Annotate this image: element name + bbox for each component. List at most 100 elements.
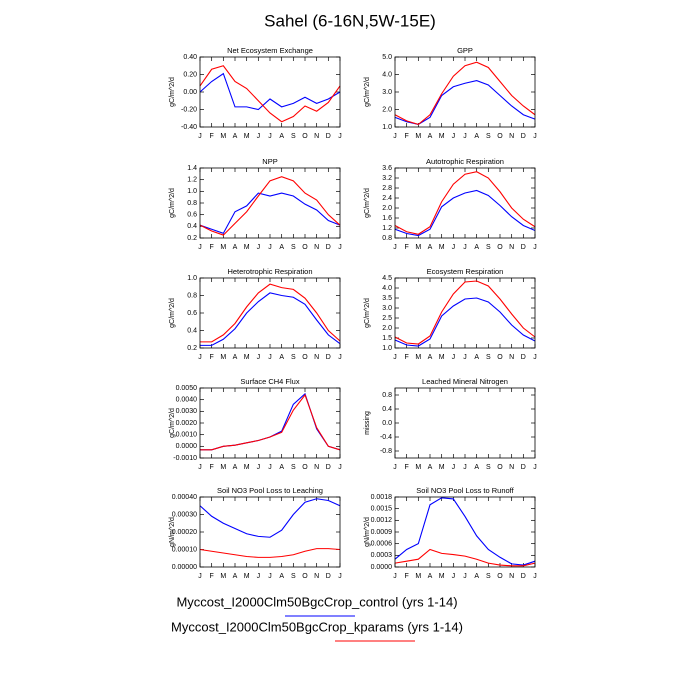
y-tick-label: 1.6 — [382, 215, 392, 222]
x-tick-label: M — [439, 464, 445, 471]
x-tick-label: D — [326, 354, 331, 361]
y-tick-label: 1.5 — [382, 335, 392, 342]
x-tick-label: S — [291, 133, 296, 140]
y-tick-label: 0.00010 — [172, 546, 197, 553]
x-tick-label: J — [257, 244, 261, 251]
x-tick-label: D — [326, 244, 331, 251]
plot-frame — [394, 387, 536, 459]
y-tick-label: 1.0 — [187, 275, 197, 282]
y-tick-label: 3.0 — [382, 89, 392, 96]
x-tick-label: J — [533, 244, 537, 251]
x-tick-label: N — [314, 573, 319, 580]
plot-frame — [394, 496, 536, 568]
x-tick-label: J — [463, 354, 467, 361]
x-tick-label: M — [439, 354, 445, 361]
x-tick-label: J — [198, 464, 202, 471]
series-line — [200, 292, 341, 346]
x-tick-label: J — [452, 354, 456, 361]
y-tick-label: 1.4 — [187, 165, 197, 172]
x-tick-label: A — [279, 244, 284, 251]
y-axis-label: gC/m^2/d — [169, 188, 176, 218]
y-tick-label: -0.4 — [380, 434, 392, 441]
y-tick-label: 0.8 — [187, 292, 197, 299]
y-tick-label: 0.0050 — [176, 385, 198, 392]
x-tick-label: A — [428, 133, 433, 140]
y-tick-label: 1.0 — [187, 188, 197, 195]
x-tick-label: N — [314, 354, 319, 361]
x-tick-label: F — [210, 464, 214, 471]
x-tick-label: A — [233, 464, 238, 471]
y-axis-label: gN/m^2/d — [169, 517, 176, 547]
x-tick-label: J — [257, 464, 261, 471]
x-tick-label: N — [314, 133, 319, 140]
x-tick-label: J — [257, 573, 261, 580]
y-tick-label: -0.0010 — [173, 455, 197, 462]
x-tick-label: M — [415, 464, 421, 471]
y-tick-label: 0.0006 — [371, 541, 393, 548]
y-tick-label: 0.0000 — [371, 564, 393, 571]
x-tick-label: J — [452, 133, 456, 140]
panel-title: GPP — [457, 46, 473, 55]
legend-label: Myccost_I2000Clm50BgcCrop_control (yrs 1… — [176, 594, 457, 609]
x-tick-label: M — [244, 464, 250, 471]
x-tick-label: O — [497, 244, 503, 251]
x-tick-label: J — [268, 354, 272, 361]
x-tick-label: J — [393, 354, 397, 361]
y-tick-label: 2.0 — [382, 106, 392, 113]
x-tick-label: D — [521, 573, 526, 580]
y-tick-label: 1.2 — [187, 177, 197, 184]
series-line — [200, 393, 341, 451]
x-tick-label: N — [314, 244, 319, 251]
y-tick-label: 0.4 — [382, 406, 392, 413]
y-axis-label: gC/m^2/d — [169, 298, 176, 328]
x-tick-label: J — [338, 133, 342, 140]
x-tick-label: A — [474, 464, 479, 471]
x-tick-label: M — [220, 244, 226, 251]
y-tick-label: 4.5 — [382, 275, 392, 282]
y-tick-label: 0.0018 — [371, 494, 393, 501]
x-tick-label: J — [257, 354, 261, 361]
y-tick-label: 0.0000 — [176, 443, 198, 450]
x-tick-label: J — [463, 573, 467, 580]
y-tick-label: 0.0010 — [176, 432, 198, 439]
x-tick-label: S — [486, 573, 491, 580]
x-tick-label: M — [220, 354, 226, 361]
x-tick-label: D — [326, 133, 331, 140]
x-tick-label: J — [338, 573, 342, 580]
series-line — [199, 192, 341, 235]
plot-frame — [199, 496, 341, 568]
y-tick-label: 0.00 — [183, 89, 197, 96]
x-tick-label: J — [198, 133, 202, 140]
y-tick-label: 1.0 — [382, 345, 392, 352]
panel-title: Surface CH4 Flux — [240, 377, 299, 386]
x-tick-label: A — [279, 573, 284, 580]
plot-frame — [394, 277, 536, 349]
x-tick-label: A — [474, 133, 479, 140]
y-tick-label: 4.0 — [382, 71, 392, 78]
x-tick-label: M — [220, 573, 226, 580]
x-tick-label: J — [393, 464, 397, 471]
y-tick-label: -0.8 — [380, 448, 392, 455]
x-tick-label: M — [439, 573, 445, 580]
x-tick-label: S — [291, 354, 296, 361]
x-tick-label: J — [452, 464, 456, 471]
x-tick-label: F — [405, 244, 409, 251]
x-tick-label: J — [463, 464, 467, 471]
y-axis-label: gC/m^2/d — [364, 77, 371, 107]
y-tick-label: 3.2 — [382, 175, 392, 182]
x-tick-label: A — [233, 133, 238, 140]
y-axis-label: gC/m^2/d — [169, 77, 176, 107]
x-tick-label: O — [497, 133, 503, 140]
y-tick-label: 0.0012 — [371, 517, 393, 524]
x-tick-label: O — [497, 573, 503, 580]
y-tick-label: 0.8 — [382, 392, 392, 399]
x-tick-label: J — [268, 573, 272, 580]
x-tick-label: J — [198, 573, 202, 580]
y-tick-label: 5.0 — [382, 54, 392, 61]
x-tick-label: A — [233, 354, 238, 361]
x-tick-label: M — [244, 354, 250, 361]
x-tick-label: J — [257, 133, 261, 140]
x-tick-label: D — [521, 464, 526, 471]
series-line — [199, 548, 341, 558]
